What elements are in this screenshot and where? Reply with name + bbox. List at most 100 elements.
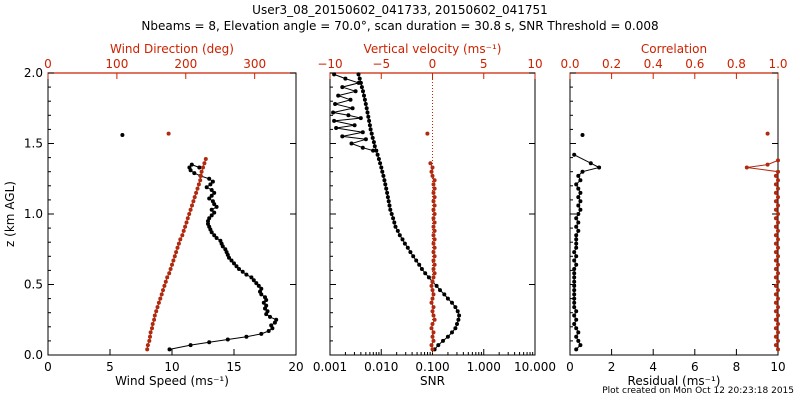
data-point — [350, 106, 355, 111]
data-point — [187, 165, 192, 170]
data-point — [192, 171, 197, 176]
data-point — [773, 283, 778, 288]
data-point — [223, 247, 228, 252]
top-axis-label: Correlation — [641, 42, 707, 56]
data-point — [214, 204, 219, 209]
data-point — [417, 262, 422, 267]
data-point — [209, 213, 214, 218]
data-point — [776, 347, 780, 352]
data-point — [154, 309, 159, 314]
data-point — [161, 288, 165, 293]
data-point — [181, 228, 186, 233]
data-point — [572, 313, 577, 318]
data-point — [576, 212, 581, 216]
bottom-tick-label: 0 — [566, 360, 574, 374]
data-point — [367, 123, 372, 128]
data-point — [178, 237, 183, 242]
data-point — [455, 309, 460, 314]
data-point — [209, 193, 214, 198]
data-point — [249, 275, 254, 280]
data-point — [368, 127, 373, 132]
data-point — [431, 292, 436, 297]
data-point — [165, 275, 170, 280]
data-point — [362, 93, 366, 98]
data-point — [371, 140, 376, 145]
data-point — [776, 195, 780, 200]
data-point — [204, 185, 209, 190]
top-tick-label: 0.2 — [602, 57, 621, 71]
data-point — [572, 296, 577, 301]
bottom-tick-label: 0.010 — [364, 360, 398, 374]
data-point — [432, 317, 437, 322]
data-point — [576, 186, 581, 191]
data-point — [574, 241, 579, 246]
data-point — [457, 313, 462, 318]
data-point — [430, 334, 435, 339]
y-tick-label: 1.0 — [24, 207, 43, 221]
data-point — [414, 258, 419, 263]
data-point — [773, 173, 778, 178]
data-point — [361, 89, 365, 94]
data-point — [172, 254, 177, 259]
data-point — [363, 137, 368, 142]
data-point — [776, 296, 780, 301]
data-point — [773, 233, 778, 238]
top-tick-label: 1.0 — [768, 57, 787, 71]
data-point — [369, 131, 374, 136]
data-point — [188, 343, 193, 348]
data-point — [364, 106, 369, 111]
data-point — [574, 347, 579, 352]
data-point — [572, 283, 577, 288]
data-point — [572, 279, 577, 284]
data-point — [145, 347, 150, 352]
data-point — [576, 173, 581, 178]
data-point — [145, 343, 150, 348]
data-point — [333, 102, 338, 106]
data-point — [578, 343, 583, 348]
data-point — [244, 272, 249, 277]
bottom-tick-label: 5 — [106, 360, 114, 374]
data-point — [431, 250, 436, 255]
data-point — [450, 330, 454, 335]
data-point — [776, 279, 780, 284]
series-line — [146, 158, 207, 350]
data-point — [190, 203, 194, 208]
data-point — [580, 169, 585, 174]
data-point — [453, 305, 458, 310]
data-point — [261, 300, 266, 305]
data-point — [393, 224, 398, 229]
data-point — [365, 110, 370, 115]
data-point — [578, 178, 583, 183]
data-point — [208, 182, 213, 187]
top-tick-label: 200 — [174, 57, 197, 71]
data-point — [171, 258, 176, 263]
data-point — [251, 278, 256, 283]
data-point — [576, 338, 581, 343]
data-point — [198, 173, 203, 178]
top-tick-label: 0.4 — [644, 57, 663, 71]
data-point — [431, 313, 436, 318]
data-point — [254, 281, 259, 286]
data-point — [184, 220, 189, 225]
data-point — [773, 300, 778, 305]
data-point — [152, 317, 157, 322]
data-point — [578, 190, 583, 195]
bottom-tick-label: 10 — [164, 360, 179, 374]
data-point — [212, 210, 217, 215]
data-point — [776, 271, 780, 276]
data-point — [773, 216, 778, 221]
data-point — [773, 199, 778, 204]
data-point — [450, 300, 454, 305]
data-point — [597, 165, 602, 170]
data-point — [776, 203, 780, 208]
data-point — [174, 250, 179, 255]
data-point — [744, 165, 749, 170]
data-point — [580, 133, 585, 137]
data-point — [572, 300, 577, 305]
top-tick-label: −5 — [372, 57, 390, 71]
data-point — [384, 186, 389, 191]
data-point — [152, 313, 157, 318]
data-point — [183, 224, 188, 229]
series-line — [358, 74, 460, 350]
data-point — [378, 161, 383, 166]
